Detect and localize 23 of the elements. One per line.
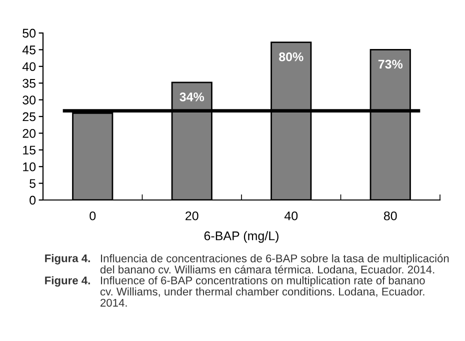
y-tick-label: 40 bbox=[22, 62, 36, 72]
y-tick-label: 25 bbox=[22, 112, 36, 122]
x-tick-label: 40 bbox=[284, 211, 298, 220]
y-tick-label: 15 bbox=[23, 146, 36, 155]
y-tick-label: 5 bbox=[30, 179, 36, 188]
annotation: 34% bbox=[180, 92, 204, 102]
x-axis-title: 6-BAP (mg/L) bbox=[204, 231, 278, 243]
x-tick-label: 0 bbox=[90, 211, 96, 220]
text: Influence of 6-BAP concentrations on multiplication rate of banano cv. Williams, under thermal chamber conditions. Lodana, Ecuador. 2014. bbox=[100, 276, 425, 307]
y-tick-label: 0 bbox=[30, 196, 36, 205]
x-tick-label: 20 bbox=[186, 211, 198, 220]
annotation: 80% bbox=[279, 52, 304, 62]
caption: Figure 4. bbox=[45, 276, 90, 287]
y-tick-label: 30 bbox=[22, 96, 36, 104]
y-tick-label: 10 bbox=[23, 162, 36, 172]
text: Figura 4. bbox=[45, 254, 90, 264]
text: Influencia de concentraciones de 6-BAP sobre la tasa de multiplicación del banano cv. Williams en cámara térmica. Lodana, Ecuador. 2014. bbox=[100, 254, 449, 275]
y-tick-label: 20 bbox=[22, 129, 36, 138]
y-tick-label: 35 bbox=[22, 78, 36, 88]
x-tick-label: 80 bbox=[384, 211, 397, 220]
y-tick-label: 45 bbox=[22, 46, 36, 54]
y-tick-label: 50 bbox=[22, 28, 36, 38]
annotation: 73% bbox=[378, 60, 403, 69]
